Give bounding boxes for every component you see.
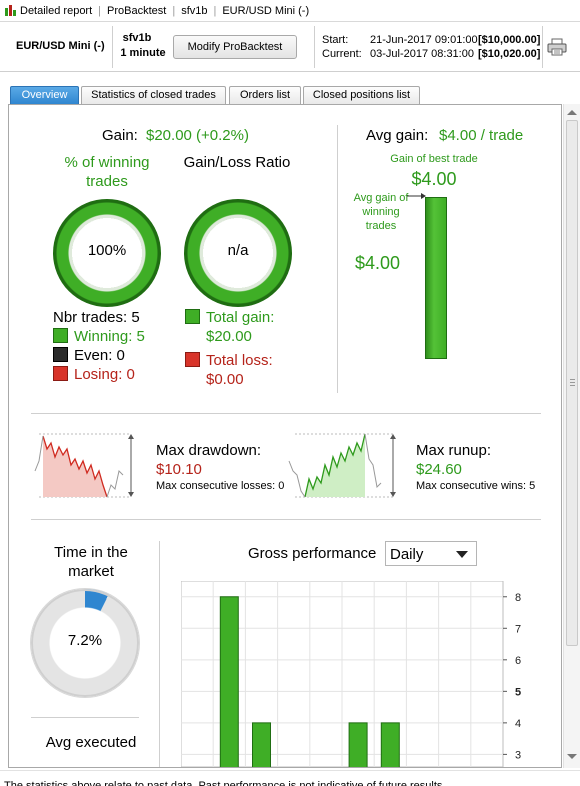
title-probacktest: ProBacktest (107, 4, 167, 17)
time-in-market-label: Time in the market (54, 544, 128, 580)
total-loss-swatch (185, 352, 200, 367)
total-gain-value: $20.00 (206, 328, 252, 345)
max-drawdown-label: Max drawdown: (156, 442, 262, 459)
even-row: Even: 0 (53, 347, 125, 364)
total-loss-label: Total loss: (206, 352, 273, 369)
start-label: Start: (322, 34, 349, 46)
chart-ytick-label: 3 (515, 749, 521, 761)
total-loss-value: $0.00 (206, 371, 244, 388)
chart-bar (348, 722, 368, 767)
total-gain-label: Total gain: (206, 309, 275, 326)
avg-gain-label: Avg gain: (366, 127, 429, 144)
report-header: EUR/USD Mini (-) sfv1b 1 minute Modify P… (0, 22, 580, 72)
avg-gain-value: $4.00 / trade (439, 127, 524, 144)
drawdown-chart (31, 431, 139, 501)
chart-ytick-label: 4 (515, 718, 521, 730)
chart-bar (219, 596, 239, 767)
chevron-down-icon (456, 550, 468, 558)
chart-ytick-label: 8 (515, 592, 521, 604)
disclaimer-footer: The statistics above relate to past data… (0, 770, 580, 786)
gain-value: $20.00 (+0.2%) (146, 127, 249, 144)
chart-bar (380, 722, 400, 767)
chart-ytick-label: 7 (515, 623, 521, 635)
total-gain-row: Total gain: (185, 309, 274, 326)
even-count: Even: 0 (74, 347, 125, 364)
chart-ytick-label: 6 (515, 655, 521, 667)
nbr-trades: Nbr trades: 5 (53, 309, 140, 326)
scroll-thumb[interactable] (566, 120, 578, 646)
winning-count: Winning: 5 (74, 328, 145, 345)
chart-bar (252, 722, 271, 767)
tab-orders-list[interactable]: Orders list (229, 86, 301, 104)
pct-winning-value: 100% (87, 242, 127, 259)
best-trade-bar (425, 197, 447, 359)
pct-winning-label: % of winning trades (64, 154, 150, 190)
period-select[interactable]: Daily (385, 541, 477, 566)
time-in-market-value: 7.2% (67, 632, 103, 649)
total-gain-swatch (185, 309, 200, 324)
title-report: Detailed report (20, 4, 93, 17)
gain-loss-donut (184, 199, 292, 307)
max-runup-label: Max runup: (416, 442, 492, 459)
chart-ytick-label: 5 (515, 686, 521, 698)
winning-row: Winning: 5 (53, 328, 145, 345)
even-swatch (53, 347, 68, 362)
current-capital: [$10,020.00] (478, 48, 541, 60)
tab-overview[interactable]: Overview (10, 86, 79, 104)
print-icon[interactable] (547, 38, 567, 56)
avg-winning-value: $4.00 (355, 253, 401, 273)
title-system: sfv1b (181, 4, 208, 17)
max-drawdown-value: $10.10 (156, 461, 202, 478)
current-label: Current: (322, 48, 362, 60)
timeframe: 1 minute (120, 47, 166, 59)
system-name: sfv1b (122, 32, 152, 44)
avg-executed-label: Avg executed (45, 734, 137, 751)
arrow-right-icon (407, 191, 427, 199)
gross-performance-label: Gross performance (248, 545, 377, 562)
gain-label: Gain: (102, 127, 138, 144)
losing-swatch (53, 366, 68, 381)
tab-statistics-closed-trades[interactable]: Statistics of closed trades (81, 86, 226, 104)
scroll-up-icon[interactable] (567, 110, 577, 115)
losing-count: Losing: 0 (74, 366, 135, 383)
runup-chart (287, 431, 399, 501)
title-instrument: EUR/USD Mini (-) (222, 4, 310, 17)
gain-loss-label: Gain/Loss Ratio (183, 154, 291, 171)
max-runup-value: $24.60 (416, 461, 462, 478)
best-trade-value: $4.00 (411, 169, 457, 189)
total-loss-row: Total loss: (185, 352, 273, 369)
best-trade-label: Gain of best trade (390, 153, 478, 165)
max-consec-wins: Max consecutive wins: 5 (416, 480, 536, 492)
title-bar: Detailed report | ProBacktest | sfv1b | … (0, 0, 580, 22)
start-date: 21-Jun-2017 09:01:00 (370, 34, 478, 46)
losing-row: Losing: 0 (53, 366, 135, 383)
current-date: 03-Jul-2017 08:31:00 (370, 48, 474, 60)
start-capital: [$10,000.00] (478, 34, 541, 46)
vertical-scrollbar[interactable] (563, 104, 580, 768)
scroll-down-icon[interactable] (567, 754, 577, 759)
tab-closed-positions-list[interactable]: Closed positions list (303, 86, 420, 104)
avg-winning-label: Avg gain of winning trades (353, 192, 409, 232)
gross-performance-chart: 3 4 5 6 7 8 (181, 581, 521, 767)
overview-panel: Gain: $20.00 (+0.2%) % of winning trades… (8, 104, 562, 768)
max-consec-losses: Max consecutive losses: 0 (156, 480, 285, 492)
winning-donut (53, 199, 161, 307)
candlestick-icon (4, 4, 16, 17)
winning-swatch (53, 328, 68, 343)
gain-loss-value: n/a (227, 242, 249, 259)
modify-probacktest-button[interactable]: Modify ProBacktest (173, 35, 297, 59)
instrument-name: EUR/USD Mini (-) (16, 40, 105, 52)
period-select-value: Daily (390, 546, 424, 563)
time-in-market-donut (31, 589, 139, 697)
